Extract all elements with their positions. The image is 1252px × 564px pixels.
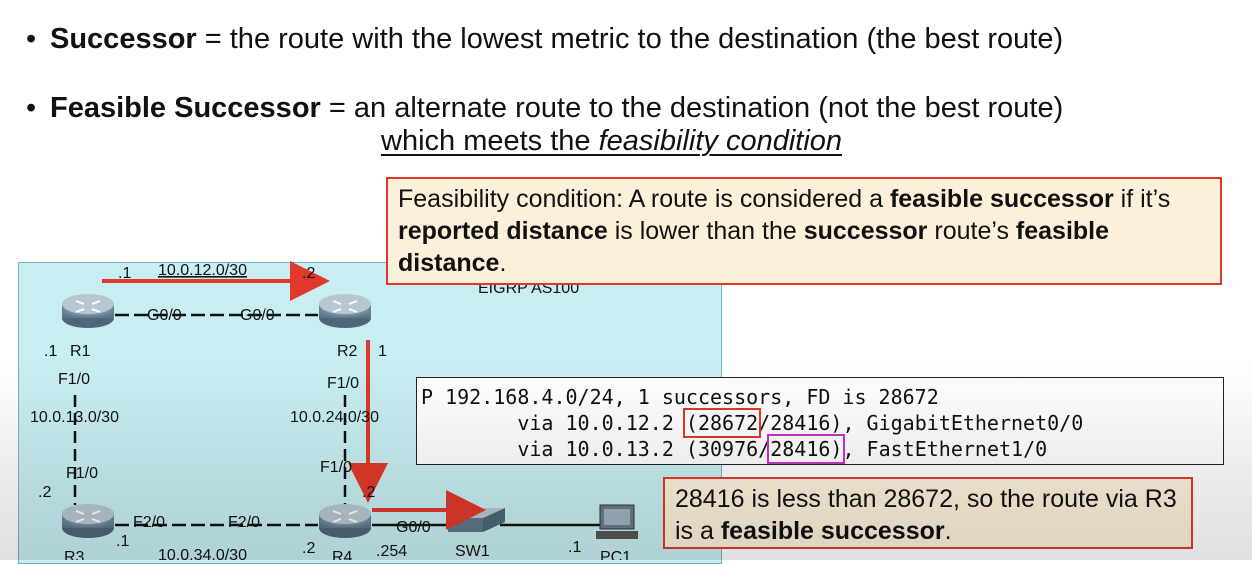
- label-r4-f20: F2/0: [228, 514, 260, 531]
- result-bold-feasible-successor: feasible successor: [720, 517, 945, 545]
- label-net-10-0-12: 10.0.12.0/30: [158, 262, 247, 279]
- label-r4-name: R4: [332, 549, 353, 560]
- note-bold-feasible-distance: feasible distance: [398, 217, 1110, 277]
- pc1-icon[interactable]: [596, 504, 638, 539]
- note-text: is lower than the: [607, 217, 804, 245]
- bullet-dot: •: [26, 92, 37, 124]
- label-net-10-0-13: 10.0.13.0/30: [30, 409, 119, 426]
- label-r3-name: R3: [64, 549, 85, 560]
- label-r2-g00: G0/0: [240, 307, 275, 324]
- label-r2-f10: F1/0: [327, 375, 359, 392]
- label-r4-f10: F1/0: [320, 459, 352, 476]
- note-text: .: [499, 249, 507, 277]
- cli-line-3: via 10.0.13.2 (30976/28416), FastEtherne…: [421, 434, 1223, 464]
- label-r4-dot2: .2: [362, 484, 375, 501]
- feasibility-prefix: which meets the: [381, 125, 599, 157]
- label-r4-254: .254: [376, 543, 407, 560]
- router-r3[interactable]: [62, 504, 114, 538]
- label-pc-dot1: .1: [568, 539, 581, 556]
- cli-line-2-prefix: via 10.0.12.2: [421, 411, 686, 435]
- label-r1-f10: F1/0: [58, 371, 90, 388]
- label-sw1: SW1: [455, 543, 490, 560]
- cli-line-2: via 10.0.12.2 (28672/28416), GigabitEthe…: [421, 408, 1223, 438]
- note-text: route’s: [927, 217, 1016, 245]
- label-r1-dot1-top: .1: [118, 265, 131, 282]
- eigrp-topology-output: P 192.168.4.0/24, 1 successors, FD is 28…: [416, 377, 1224, 465]
- note-bold-feasible-successor: feasible successor: [889, 185, 1114, 213]
- router-r4[interactable]: [319, 504, 371, 538]
- note-text: if it’s: [1113, 185, 1171, 213]
- label-r2-dot1: 1: [378, 343, 387, 360]
- label-r3-dot1: .1: [116, 533, 129, 550]
- successor-definition: = the route with the lowest metric to th…: [196, 23, 1064, 55]
- bullet-successor: • Successor = the route with the lowest m…: [26, 22, 1063, 56]
- result-note: 28416 is less than 28672, so the route v…: [663, 477, 1193, 549]
- feasibility-condition-italic: feasibility condition: [598, 125, 843, 157]
- bullet-feasible-successor: • Feasible Successor = an alternate route…: [26, 91, 1063, 125]
- label-r4-g00: G0/0: [396, 519, 431, 536]
- label-r2-dot2-top: .2: [302, 265, 315, 282]
- label-r1-dot1: .1: [44, 343, 57, 360]
- cli-line-1: P 192.168.4.0/24, 1 successors, FD is 28…: [421, 385, 939, 409]
- note-bold-successor: successor: [803, 217, 928, 245]
- cli-line-3-prefix: via 10.0.13.2 (30976/: [421, 437, 771, 461]
- label-r3-dot2: .2: [38, 484, 51, 501]
- feasibility-condition-note: Feasibility condition: A route is consid…: [386, 177, 1222, 285]
- label-r2-name: R2: [337, 343, 358, 360]
- cli-line-3-rest: , FastEthernet1/0: [842, 437, 1048, 461]
- highlight-reported-distance: 28416): [767, 434, 846, 464]
- cli-line-2-rest: /28416), GigabitEthernet0/0: [758, 411, 1084, 435]
- note-text: Feasibility condition: A route is consid…: [398, 185, 890, 213]
- label-r1-g00: G0/0: [147, 307, 182, 324]
- feasible-successor-definition: = an alternate route to the destination …: [320, 92, 1064, 124]
- result-text: 28416 is less than 28672, so the route v…: [675, 485, 1177, 545]
- result-text: .: [944, 517, 952, 545]
- highlight-feasible-distance: (28672: [682, 408, 762, 438]
- label-r3-f10: F1/0: [66, 465, 98, 482]
- label-pc1: PC1: [600, 549, 631, 560]
- label-net-10-0-34: 10.0.34.0/30: [158, 547, 247, 560]
- feasibility-condition-line: which meets the feasibility condition: [381, 125, 842, 158]
- note-bold-reported-distance: reported distance: [398, 217, 608, 245]
- router-r2[interactable]: [319, 294, 371, 328]
- bullet-dot: •: [26, 23, 37, 55]
- feasible-successor-term: Feasible Successor: [50, 92, 321, 124]
- label-r4-dot2b: .2: [302, 540, 315, 557]
- label-net-10-0-24: 10.0.24.0/30: [290, 409, 379, 426]
- label-r1-name: R1: [70, 343, 91, 360]
- successor-term: Successor: [50, 23, 197, 55]
- router-r1[interactable]: [62, 294, 114, 328]
- label-r3-f20: F2/0: [133, 514, 165, 531]
